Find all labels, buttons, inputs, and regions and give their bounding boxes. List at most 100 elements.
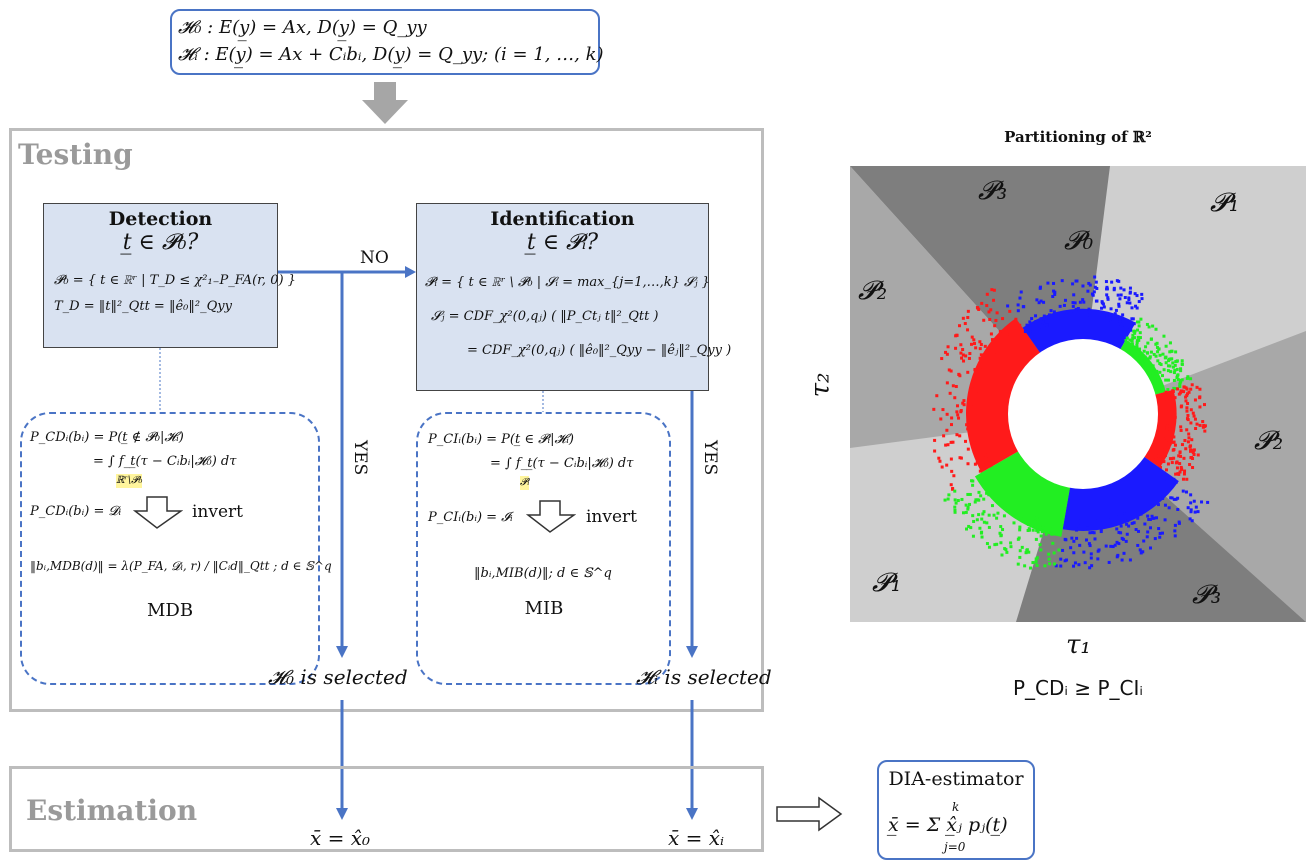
scatter-point xyxy=(1156,503,1160,507)
scatter-point xyxy=(1023,564,1027,568)
dia-estimator-box xyxy=(877,760,1035,860)
scatter-point xyxy=(1077,563,1081,567)
scatter-point xyxy=(1180,378,1184,382)
scatter-point xyxy=(1105,287,1109,291)
scatter-point xyxy=(1075,528,1079,532)
scatter-point xyxy=(1116,293,1120,297)
scatter-point xyxy=(1106,296,1110,300)
scatter-point xyxy=(1052,310,1056,314)
scatter-point xyxy=(1076,519,1080,523)
scatter-point xyxy=(1132,346,1136,350)
scatter-point xyxy=(985,292,989,296)
scatter-point xyxy=(1051,541,1055,545)
scatter-point xyxy=(1155,516,1159,520)
scatter-point xyxy=(1161,495,1165,499)
scatter-point xyxy=(1167,410,1171,414)
scatter-point xyxy=(1105,293,1109,297)
identification-formula-sj-alt: = CDF_χ²(0,qⱼ) ( ‖ê₀‖²_Qyy − ‖êⱼ‖²_Qyy ) xyxy=(467,343,732,358)
scatter-point xyxy=(992,288,996,292)
scatter-point xyxy=(1152,369,1156,373)
scatter-point xyxy=(1172,497,1176,501)
scatter-point xyxy=(977,513,981,517)
scatter-point xyxy=(1195,385,1199,389)
scatter-point xyxy=(939,417,943,421)
scatter-point xyxy=(1173,415,1177,419)
scatter-point xyxy=(977,490,981,494)
scatter-point xyxy=(964,503,968,507)
scatter-point xyxy=(987,525,991,529)
scatter-point xyxy=(1193,510,1197,514)
scatter-point xyxy=(955,433,959,437)
detection-formula-td: T_D = ‖t‖²_Qtt = ‖ê₀‖²_Qyy xyxy=(54,299,232,314)
scatter-point xyxy=(1146,357,1150,361)
identification-question: t̲ ∈ 𝓟ᵢ? xyxy=(526,230,599,255)
scatter-point xyxy=(1143,365,1147,369)
scatter-point xyxy=(1179,369,1183,373)
scatter-point xyxy=(1078,300,1082,304)
scatter-point xyxy=(1142,539,1146,543)
scatter-point xyxy=(1172,420,1176,424)
scatter-point xyxy=(1171,397,1175,401)
scatter-point xyxy=(1184,399,1188,403)
scatter-point xyxy=(959,410,963,414)
mib-invert-label: invert xyxy=(586,507,638,527)
scatter-point xyxy=(1025,323,1029,327)
scatter-point xyxy=(1121,313,1125,317)
scatter-point xyxy=(1188,463,1192,467)
scatter-point xyxy=(977,307,981,311)
scatter-point xyxy=(1135,343,1139,347)
scatter-point xyxy=(1044,532,1048,536)
scatter-point xyxy=(1191,449,1195,453)
scatter-point xyxy=(1198,396,1202,400)
scatter-point xyxy=(979,456,983,460)
scatter-point xyxy=(992,513,996,517)
scatter-point xyxy=(1060,279,1064,283)
scatter-point xyxy=(1189,449,1193,453)
scatter-point xyxy=(1122,551,1126,555)
scatter-point xyxy=(1177,520,1181,524)
scatter-point xyxy=(1168,442,1172,446)
scatter-point xyxy=(1093,285,1097,289)
scatter-point xyxy=(1167,359,1171,363)
scatter-point xyxy=(973,462,977,466)
scatter-point xyxy=(1149,337,1153,341)
scatter-point xyxy=(979,353,983,357)
estimation-title: Estimation xyxy=(26,794,198,827)
scatter-point xyxy=(976,441,980,445)
scatter-point xyxy=(1130,343,1134,347)
scatter-point xyxy=(1152,380,1156,384)
scatter-point xyxy=(1040,518,1044,522)
scatter-point xyxy=(1101,302,1105,306)
scatter-point xyxy=(1153,537,1157,541)
scatter-point xyxy=(1034,560,1038,564)
scatter-point xyxy=(961,353,965,357)
scatter-point xyxy=(989,332,993,336)
scatter-point xyxy=(1061,548,1065,552)
scatter-point xyxy=(1148,517,1152,521)
testing-frame xyxy=(9,128,764,712)
scatter-point xyxy=(1149,546,1153,550)
scatter-point xyxy=(1164,356,1168,360)
scatter-point xyxy=(1071,304,1075,308)
scatter-point xyxy=(1135,306,1139,310)
scatter-point xyxy=(995,516,999,520)
scatter-point xyxy=(1168,424,1172,428)
scatter-point xyxy=(1116,322,1120,326)
scatter-point xyxy=(945,352,949,356)
scatter-point xyxy=(1172,378,1176,382)
scatter-point xyxy=(1099,530,1103,534)
scatter-point xyxy=(1085,310,1089,314)
scatter-point xyxy=(1162,480,1166,484)
scatter-point xyxy=(1168,350,1172,354)
scatter-point xyxy=(1081,298,1085,302)
scatter-point xyxy=(951,384,955,388)
scatter-point xyxy=(969,396,973,400)
scatter-point xyxy=(1189,493,1193,497)
scatter-point xyxy=(1150,514,1154,518)
scatter-point xyxy=(1064,310,1068,314)
scatter-point xyxy=(1129,328,1133,332)
scatter-point xyxy=(1163,503,1167,507)
scatter-point xyxy=(1176,373,1180,377)
scatter-point xyxy=(987,513,991,517)
